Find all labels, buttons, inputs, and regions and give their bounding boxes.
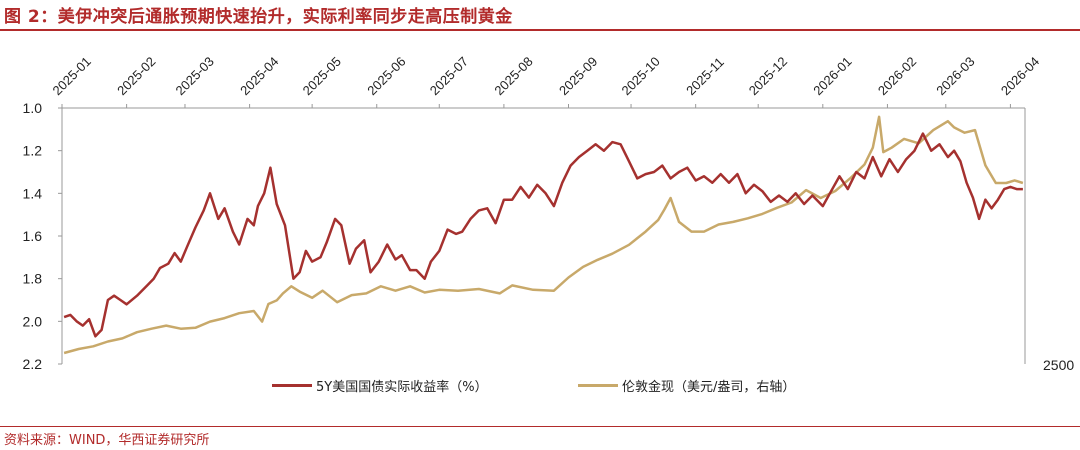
x-tick-label: 2025-04 [237, 54, 281, 98]
x-tick-label: 2026-03 [933, 54, 977, 98]
legend-swatch-yield [272, 384, 312, 387]
y-tick-label: 1.6 [23, 228, 43, 244]
x-tick-label: 2025-07 [427, 54, 471, 98]
x-tick-label: 2025-05 [300, 54, 344, 98]
y-tick-label: 1.2 [23, 143, 43, 159]
x-tick-label: 2025-10 [619, 54, 663, 98]
x-tick-label: 2026-02 [875, 54, 919, 98]
legend-label-gold: 伦敦金现（美元/盎司，右轴） [622, 380, 796, 395]
x-tick-label: 2025-11 [683, 54, 727, 98]
footer-divider [0, 426, 1080, 427]
x-tick-label: 2025-08 [491, 54, 535, 98]
chart-legend: 5Y美国国债实际收益率（%） 伦敦金现（美元/盎司，右轴） [0, 376, 1080, 398]
series-line-yield [63, 132, 1023, 338]
x-tick-label: 2025-06 [364, 54, 408, 98]
x-tick-label: 2026-04 [998, 54, 1042, 98]
y-tick-label: 2.0 [23, 313, 43, 329]
legend-item-gold: 伦敦金现（美元/盎司，右轴） [578, 376, 795, 395]
legend-label-yield: 5Y美国国债实际收益率（%） [316, 380, 488, 395]
title-divider [0, 29, 1080, 31]
x-tick-label: 2026-01 [810, 54, 854, 98]
y-tick-label: 1.0 [23, 100, 43, 116]
series-line-gold [63, 115, 1024, 355]
x-tick-label: 2025-01 [50, 54, 94, 98]
legend-swatch-gold [578, 384, 618, 387]
figure-title: 图 2：美伊冲突后通胀预期快速抬升，实际利率同步走高压制黄金 [4, 7, 513, 27]
x-tick-label: 2025-03 [172, 54, 216, 98]
legend-item-yield: 5Y美国国债实际收益率（%） [272, 376, 488, 395]
y-tick-label: 2.2 [23, 356, 43, 372]
y-right-tick-label: 2500 [1043, 357, 1074, 373]
y-tick-label: 1.4 [23, 185, 43, 201]
x-tick-label: 2025-02 [114, 54, 158, 98]
x-tick-label: 2025-09 [556, 54, 600, 98]
y-tick-label: 1.8 [23, 271, 43, 287]
source-note: 资料来源：WIND，华西证券研究所 [4, 433, 210, 448]
x-tick-label: 2025-12 [746, 54, 790, 98]
